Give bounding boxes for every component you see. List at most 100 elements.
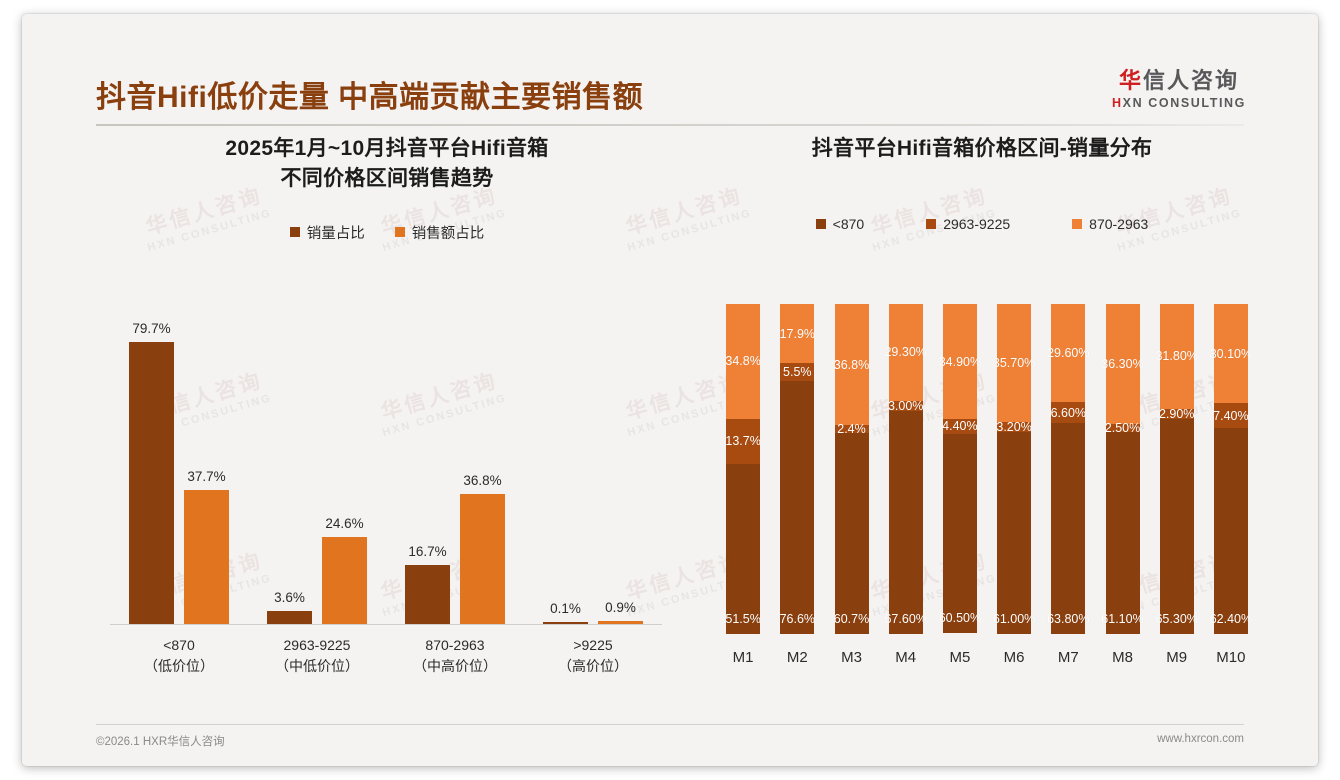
logo-english-text: HXN CONSULTING	[1112, 96, 1246, 110]
left-bar-chart: 79.7% 37.7% <870 （低价位） 3.6% 24.6% 2963-9225 （中低…	[92, 299, 682, 674]
left-chart-title-line1: 2025年1月~10月抖音平台Hifi音箱	[225, 137, 549, 160]
bar-revenue[interactable]	[598, 620, 643, 624]
stacked-bar[interactable]: 17.9% 5.5% 76.6%	[779, 304, 816, 634]
segment-value-label: 76.6%	[779, 611, 816, 626]
bar-volume[interactable]	[267, 611, 312, 624]
stack-segment-2963-9225[interactable]: 4.40%	[942, 419, 978, 434]
stacked-bar[interactable]: 35.70% 3.20% 61.00%	[993, 304, 1035, 634]
stack-segment-870-2963[interactable]: 30.10%	[1210, 304, 1252, 404]
segment-value-label: 62.40%	[1209, 611, 1253, 626]
stack-segment-870-2963[interactable]: 34.90%	[939, 304, 981, 420]
x-axis-label: M4	[895, 649, 917, 666]
stack-segment-<870[interactable]: 60.7%	[833, 433, 870, 634]
stack-segment-<870[interactable]: 65.30%	[1155, 418, 1198, 634]
segment-value-label: 34.8%	[725, 354, 761, 369]
segment-value-label: 35.70%	[992, 355, 1036, 370]
stack-segment-870-2963[interactable]: 17.9%	[779, 304, 816, 364]
bar-column[interactable]: 36.8%	[460, 299, 505, 624]
stacked-bar[interactable]: 29.30% 3.00% 67.60%	[884, 304, 927, 634]
stack-segment-2963-9225[interactable]: 2.90%	[1159, 407, 1194, 421]
segment-value-label: 17.9%	[779, 326, 816, 341]
stack-segment-870-2963[interactable]: 35.70%	[993, 304, 1035, 422]
footer-divider	[96, 724, 1244, 725]
legend-item-1[interactable]: 销量占比	[289, 222, 365, 243]
legend-label: <870	[832, 215, 865, 232]
bar-column[interactable]: 3.6%	[267, 299, 312, 624]
stack-segment-2963-9225[interactable]: 7.40%	[1213, 403, 1249, 428]
stack-segment-2963-9225[interactable]: 3.00%	[887, 398, 924, 413]
stack-segment-2963-9225[interactable]: 2.4%	[834, 422, 869, 436]
stack-segment-870-2963[interactable]: 36.30%	[1101, 304, 1144, 424]
stack-segment-2963-9225[interactable]: 3.20%	[996, 420, 1032, 435]
stacked-bar[interactable]: 34.90% 4.40% 60.50%	[939, 304, 981, 634]
bar-volume[interactable]	[543, 622, 588, 624]
stack-segment-870-2963[interactable]: 31.80%	[1155, 304, 1198, 409]
right-stacked-bar-chart: 34.8% 13.7% 51.5% M1 17.9% 5.5% 76.6% M2 36.8% 2.…	[702, 304, 1262, 674]
stack-segment-<870[interactable]: 62.40%	[1210, 427, 1252, 634]
bar-volume[interactable]	[405, 564, 450, 624]
bar-column[interactable]: 0.9%	[598, 299, 643, 624]
bar-value-label: 3.6%	[274, 590, 305, 606]
x-axis-label-tier: （中高价位）	[413, 657, 497, 674]
stacked-bar[interactable]: 30.10% 7.40% 62.40%	[1210, 304, 1252, 634]
bar-column[interactable]: 79.7%	[129, 299, 174, 624]
bar-revenue[interactable]	[460, 493, 505, 624]
x-axis-label: M2	[786, 649, 808, 666]
stacked-bar[interactable]: 31.80% 2.90% 65.30%	[1155, 304, 1198, 634]
bar-value-label: 24.6%	[325, 515, 364, 531]
stacked-bar[interactable]: 36.30% 2.50% 61.10%	[1101, 304, 1144, 634]
x-axis-label-range: <870	[163, 637, 195, 654]
bar-value-label: 0.9%	[605, 599, 636, 615]
bar-group: 3.6% 24.6%	[248, 299, 386, 624]
segment-value-label: 3.00%	[887, 398, 924, 413]
stacked-bar[interactable]: 29.60% 6.60% 63.80%	[1047, 304, 1090, 634]
stack-segment-<870[interactable]: 61.00%	[993, 432, 1035, 634]
left-chart-plot-area: 79.7% 37.7% <870 （低价位） 3.6% 24.6% 2963-9225 （中低…	[110, 299, 662, 674]
segment-value-label: 60.7%	[833, 611, 870, 626]
stack-segment-870-2963[interactable]: 36.8%	[834, 304, 869, 426]
legend-item-1[interactable]: <870	[815, 215, 865, 232]
bar-revenue[interactable]	[184, 490, 229, 624]
stack-segment-870-2963[interactable]: 29.60%	[1047, 304, 1090, 402]
legend-label: 销量占比	[306, 225, 365, 242]
segment-value-label: 3.20%	[996, 420, 1032, 435]
stack-segment-<870[interactable]: 61.10%	[1101, 432, 1144, 634]
legend-swatch-icon	[815, 218, 826, 229]
right-chart-legend: <870 2963-9225 870-2963	[702, 216, 1262, 232]
segment-value-label: 67.60%	[884, 611, 927, 626]
segment-value-label: 29.60%	[1047, 345, 1090, 360]
bar-revenue[interactable]	[322, 536, 367, 624]
company-logo: 华信人咨询 HXN CONSULTING	[1112, 68, 1246, 110]
left-chart-panel: 2025年1月~10月抖音平台Hifi音箱 不同价格区间销售趋势 销量占比 销售额…	[92, 134, 682, 714]
legend-item-2[interactable]: 2963-9225	[926, 216, 1010, 232]
segment-value-label: 34.90%	[938, 354, 982, 369]
bar-column[interactable]: 16.7%	[405, 299, 450, 624]
bar-value-label: 0.1%	[550, 601, 581, 616]
left-chart-title-line2: 不同价格区间销售趋势	[280, 166, 494, 190]
stack-segment-2963-9225[interactable]: 5.5%	[780, 363, 815, 382]
segment-value-label: 7.40%	[1213, 408, 1249, 423]
x-axis-label-tier: （低价位）	[144, 657, 214, 674]
stack-segment-<870[interactable]: 67.60%	[884, 410, 927, 634]
bar-group: 16.7% 36.8%	[386, 299, 524, 624]
x-axis-label: <870 （低价位）	[110, 635, 248, 676]
stack-segment-2963-9225[interactable]: 2.50%	[1105, 421, 1140, 435]
stacked-bar[interactable]: 36.8% 2.4% 60.7%	[833, 304, 870, 634]
stack-segment-870-2963[interactable]: 29.30%	[884, 304, 927, 401]
bar-volume[interactable]	[129, 341, 174, 624]
stack-segment-<870[interactable]: 63.80%	[1047, 423, 1090, 634]
bar-column[interactable]: 24.6%	[322, 299, 367, 624]
segment-value-label: 4.40%	[942, 419, 978, 434]
legend-swatch-icon	[926, 218, 937, 229]
stack-segment-<870[interactable]: 76.6%	[779, 381, 816, 634]
stack-segment-<870[interactable]: 51.5%	[725, 464, 761, 634]
bar-column[interactable]: 0.1%	[543, 299, 588, 624]
stacked-bar[interactable]: 34.8% 13.7% 51.5%	[725, 304, 761, 634]
legend-item-2[interactable]: 销售额占比	[394, 222, 484, 243]
stack-segment-2963-9225[interactable]: 6.60%	[1051, 401, 1086, 424]
bar-column[interactable]: 37.7%	[184, 299, 229, 624]
legend-item-3[interactable]: 870-2963	[1072, 216, 1148, 232]
stack-segment-870-2963[interactable]: 34.8%	[725, 304, 761, 419]
stack-segment-2963-9225[interactable]: 13.7%	[725, 418, 761, 465]
stack-segment-<870[interactable]: 60.50%	[939, 433, 981, 634]
